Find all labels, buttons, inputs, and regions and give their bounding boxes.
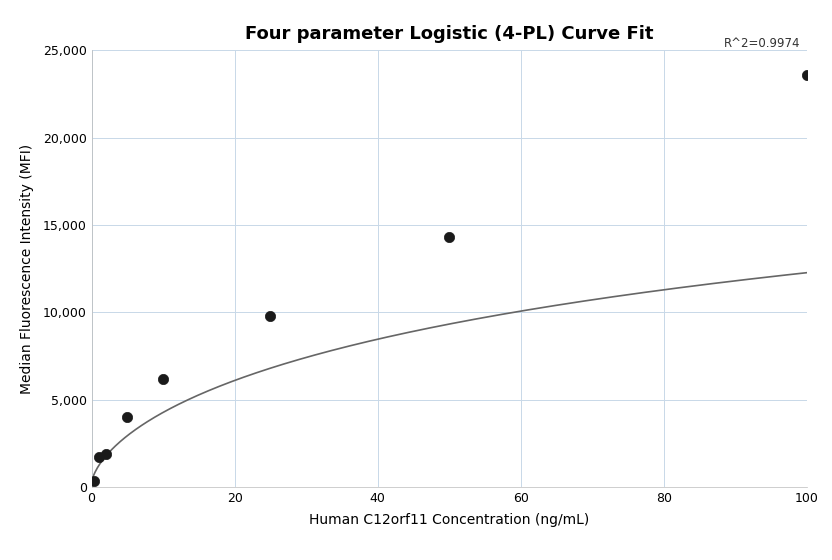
Point	[264, 311, 277, 320]
Point	[87, 477, 101, 486]
Point	[121, 413, 134, 422]
Title: Four parameter Logistic (4-PL) Curve Fit: Four parameter Logistic (4-PL) Curve Fit	[245, 25, 653, 43]
Point	[99, 450, 112, 459]
Text: R^2=0.9974: R^2=0.9974	[724, 37, 800, 50]
Point	[92, 452, 106, 461]
Y-axis label: Median Fluorescence Intensity (MFI): Median Fluorescence Intensity (MFI)	[21, 144, 34, 394]
Point	[443, 233, 456, 242]
Point	[156, 375, 170, 384]
X-axis label: Human C12orf11 Concentration (ng/mL): Human C12orf11 Concentration (ng/mL)	[310, 514, 589, 528]
Point	[800, 71, 814, 80]
